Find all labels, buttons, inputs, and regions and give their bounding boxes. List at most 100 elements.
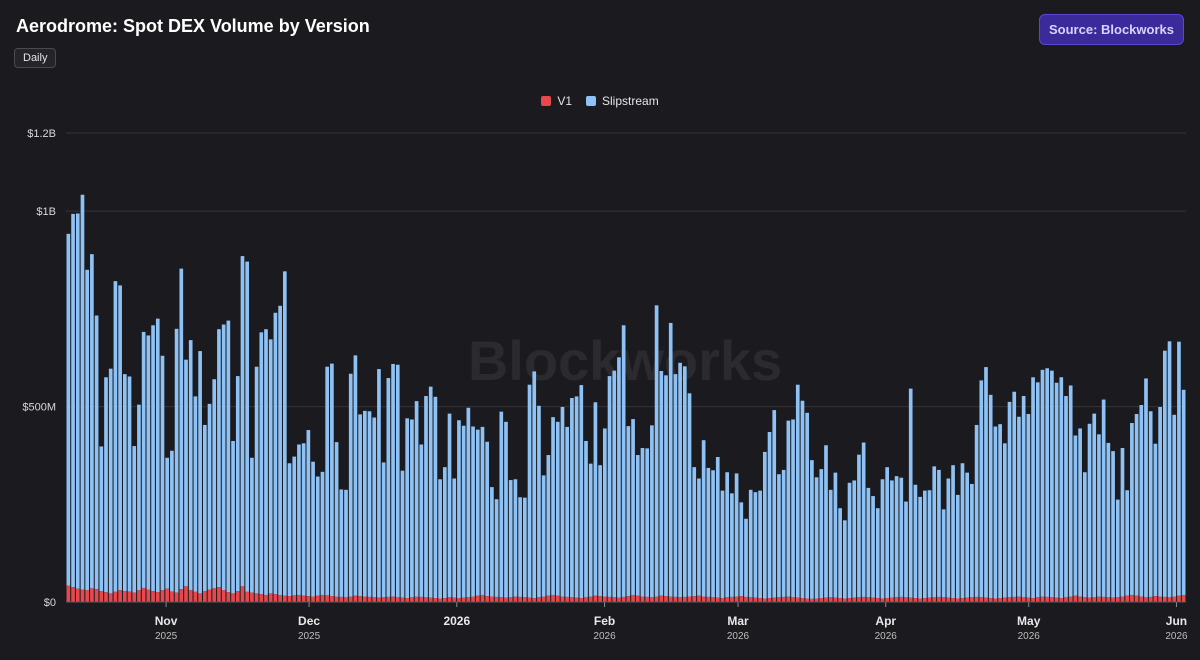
bar-v1[interactable] xyxy=(593,595,598,602)
bar-v1[interactable] xyxy=(762,598,767,602)
bar-v1[interactable] xyxy=(381,597,386,602)
bar-slipstream[interactable] xyxy=(626,426,631,597)
bar-slipstream[interactable] xyxy=(320,471,325,595)
bar-v1[interactable] xyxy=(179,589,184,602)
bar-slipstream[interactable] xyxy=(1026,414,1031,598)
bar-slipstream[interactable] xyxy=(814,477,819,599)
bar-v1[interactable] xyxy=(259,594,264,602)
bar-slipstream[interactable] xyxy=(1167,341,1172,598)
bar-v1[interactable] xyxy=(99,591,104,602)
bar-v1[interactable] xyxy=(551,594,555,602)
bar-slipstream[interactable] xyxy=(1125,490,1130,596)
bar-slipstream[interactable] xyxy=(1139,405,1144,597)
bar-v1[interactable] xyxy=(979,597,984,602)
bar-v1[interactable] xyxy=(795,597,800,602)
bar-slipstream[interactable] xyxy=(927,490,932,598)
bar-slipstream[interactable] xyxy=(734,473,739,597)
bar-slipstream[interactable] xyxy=(777,474,781,598)
bar-slipstream[interactable] xyxy=(226,320,231,593)
bar-slipstream[interactable] xyxy=(904,501,908,598)
bar-v1[interactable] xyxy=(781,596,786,602)
bar-v1[interactable] xyxy=(461,597,466,602)
bar-slipstream[interactable] xyxy=(212,379,217,589)
bar-v1[interactable] xyxy=(330,596,334,602)
bar-v1[interactable] xyxy=(720,598,725,602)
bar-slipstream[interactable] xyxy=(80,194,85,590)
bar-v1[interactable] xyxy=(715,597,720,602)
bar-slipstream[interactable] xyxy=(828,489,833,598)
bar-slipstream[interactable] xyxy=(315,476,320,596)
bar-slipstream[interactable] xyxy=(824,445,828,598)
bar-slipstream[interactable] xyxy=(988,394,993,599)
bar-slipstream[interactable] xyxy=(593,402,598,596)
bar-slipstream[interactable] xyxy=(461,425,466,598)
bar-v1[interactable] xyxy=(631,594,635,602)
bar-slipstream[interactable] xyxy=(339,489,344,597)
bar-v1[interactable] xyxy=(866,597,871,602)
bar-slipstream[interactable] xyxy=(71,213,75,588)
bar-slipstream[interactable] xyxy=(800,400,805,599)
bar-v1[interactable] xyxy=(522,597,527,602)
bar-slipstream[interactable] xyxy=(254,366,259,594)
bar-v1[interactable] xyxy=(386,596,391,602)
bar-slipstream[interactable] xyxy=(1158,406,1162,597)
bar-v1[interactable] xyxy=(1017,596,1021,602)
bar-v1[interactable] xyxy=(226,592,231,602)
bar-slipstream[interactable] xyxy=(621,325,626,597)
bar-slipstream[interactable] xyxy=(673,374,678,597)
bar-slipstream[interactable] xyxy=(372,417,377,598)
bar-v1[interactable] xyxy=(1134,595,1139,602)
bar-v1[interactable] xyxy=(541,596,546,602)
bar-slipstream[interactable] xyxy=(720,490,725,599)
bar-slipstream[interactable] xyxy=(861,442,866,597)
bar-v1[interactable] xyxy=(922,598,927,602)
bar-slipstream[interactable] xyxy=(532,371,537,599)
bar-v1[interactable] xyxy=(607,596,612,602)
bar-v1[interactable] xyxy=(118,590,122,602)
bar-slipstream[interactable] xyxy=(1111,451,1115,598)
bar-v1[interactable] xyxy=(913,598,918,602)
bar-v1[interactable] xyxy=(400,597,405,602)
bar-slipstream[interactable] xyxy=(668,322,673,597)
bar-slipstream[interactable] xyxy=(932,466,937,598)
bar-v1[interactable] xyxy=(908,597,913,602)
bar-v1[interactable] xyxy=(297,594,301,602)
bar-slipstream[interactable] xyxy=(739,502,744,597)
bar-slipstream[interactable] xyxy=(946,478,951,598)
bar-v1[interactable] xyxy=(1172,596,1177,602)
legend-item-slipstream[interactable]: Slipstream xyxy=(586,94,659,108)
bar-slipstream[interactable] xyxy=(1082,472,1087,598)
bar-v1[interactable] xyxy=(1101,596,1106,602)
bar-slipstream[interactable] xyxy=(993,426,998,599)
bar-slipstream[interactable] xyxy=(795,384,800,598)
bar-v1[interactable] xyxy=(348,596,353,602)
bar-v1[interactable] xyxy=(193,591,198,602)
bar-v1[interactable] xyxy=(1045,596,1050,602)
bar-v1[interactable] xyxy=(457,598,461,602)
bar-v1[interactable] xyxy=(635,595,640,602)
bar-slipstream[interactable] xyxy=(664,375,668,597)
bar-v1[interactable] xyxy=(207,589,212,602)
bar-v1[interactable] xyxy=(287,596,292,602)
bar-slipstream[interactable] xyxy=(842,520,847,599)
bar-slipstream[interactable] xyxy=(344,489,348,598)
bar-slipstream[interactable] xyxy=(762,451,767,599)
bar-v1[interactable] xyxy=(485,596,490,602)
bar-v1[interactable] xyxy=(254,593,259,602)
bar-v1[interactable] xyxy=(555,595,560,602)
bar-v1[interactable] xyxy=(772,597,777,602)
bar-v1[interactable] xyxy=(278,594,282,602)
bar-v1[interactable] xyxy=(668,596,673,602)
bar-slipstream[interactable] xyxy=(692,467,697,597)
bar-slipstream[interactable] xyxy=(259,332,264,595)
bar-v1[interactable] xyxy=(1153,596,1158,602)
bar-slipstream[interactable] xyxy=(767,431,772,599)
bar-slipstream[interactable] xyxy=(984,367,988,598)
bar-slipstream[interactable] xyxy=(90,254,94,589)
bar-v1[interactable] xyxy=(1120,596,1125,602)
bar-v1[interactable] xyxy=(574,597,579,602)
bar-v1[interactable] xyxy=(1097,596,1101,602)
bar-slipstream[interactable] xyxy=(127,376,132,592)
bar-slipstream[interactable] xyxy=(471,426,475,597)
bar-v1[interactable] xyxy=(758,598,762,602)
